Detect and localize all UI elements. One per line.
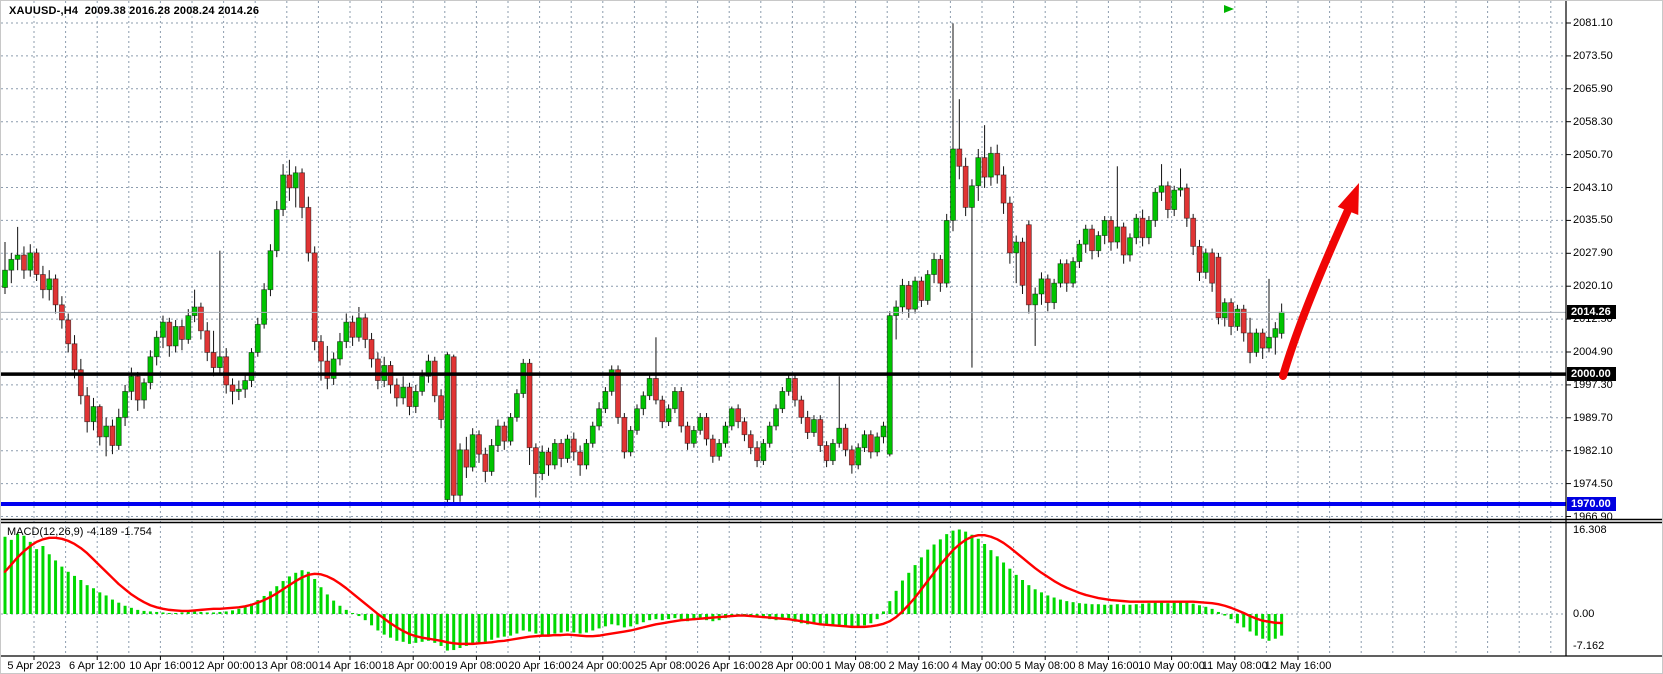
time-axis-label: 24 Apr 00:00 <box>571 660 634 672</box>
price-axis-label: 2073.50 <box>1573 49 1613 62</box>
time-axis-label: 10 Apr 16:00 <box>129 660 192 672</box>
price-axis-label: 1974.50 <box>1573 477 1613 490</box>
object-marker-icon[interactable] <box>1224 5 1234 13</box>
time-axis-label: 8 May 16:00 <box>1078 660 1139 672</box>
macd-histogram <box>3 529 1284 651</box>
price-axis-label: 2058.30 <box>1573 115 1613 128</box>
time-axis-label: 28 Apr 00:00 <box>761 660 824 672</box>
price-axis-label: 2081.10 <box>1573 17 1613 29</box>
price-axis-label: 1989.70 <box>1573 411 1613 424</box>
macd-indicator-label: MACD(12,26,9) -4.189 -1.754 <box>7 526 152 538</box>
time-axis-label: 19 Apr 08:00 <box>445 660 508 672</box>
macd-axis-label: 0.00 <box>1573 608 1595 620</box>
time-axis-label: 13 Apr 08:00 <box>255 660 318 672</box>
trend-arrow-shaft[interactable] <box>1279 201 1355 380</box>
price-axis-label: 2050.70 <box>1573 148 1613 161</box>
time-axis-label: 1 May 08:00 <box>825 660 886 672</box>
time-axis-label: 10 May 00:00 <box>1138 660 1205 672</box>
macd-signal-line <box>3 534 1283 646</box>
time-axis-label: 2 May 16:00 <box>888 660 950 672</box>
time-axis-label: 11 May 08:00 <box>1201 660 1268 672</box>
price-axis-label: 2027.90 <box>1573 247 1613 260</box>
time-axis-label: 4 May 00:00 <box>951 660 1013 672</box>
price-axis-label: 1966.90 <box>1573 510 1613 523</box>
price-axis-label: 1982.10 <box>1573 444 1613 457</box>
time-axis-label: 26 Apr 16:00 <box>697 660 761 672</box>
price-axis-label: 2043.10 <box>1573 181 1613 194</box>
time-axis-label: 20 Apr 16:00 <box>508 660 571 672</box>
time-axis-label: 12 May 16:00 <box>1264 660 1332 672</box>
time-axis-label: 6 Apr 12:00 <box>69 660 126 672</box>
bid-price-line-badge: 2014.26 <box>1567 305 1616 320</box>
macd-axis-label: 16.308 <box>1573 523 1607 536</box>
round-level-2000-badge: 2000.00 <box>1567 367 1616 382</box>
time-axis-label: 5 May 08:00 <box>1014 660 1076 672</box>
price-axis-label: 2035.50 <box>1573 214 1613 227</box>
support-1970-badge: 1970.00 <box>1567 496 1616 511</box>
time-axis-label: 25 Apr 08:00 <box>634 660 698 672</box>
time-axis-label: 18 Apr 00:00 <box>381 660 445 672</box>
time-axis-label: 14 Apr 16:00 <box>318 660 382 672</box>
macd-axis-label: -7.162 <box>1573 640 1605 652</box>
price-axis-label: 2004.90 <box>1573 346 1613 358</box>
candles-series <box>2 23 1285 507</box>
trend-arrow-head[interactable] <box>1337 183 1359 215</box>
price-axis-label: 2065.90 <box>1573 82 1613 95</box>
price-axis-label: 2020.10 <box>1573 280 1613 293</box>
time-axis-label: 5 Apr 2023 <box>7 660 61 672</box>
chart-ohlc-title: XAUUSD-,H4 2009.38 2016.28 2008.24 2014.… <box>9 5 260 17</box>
price-axis-label: 1997.30 <box>1573 378 1613 391</box>
time-axis-label: 12 Apr 00:00 <box>192 660 255 672</box>
